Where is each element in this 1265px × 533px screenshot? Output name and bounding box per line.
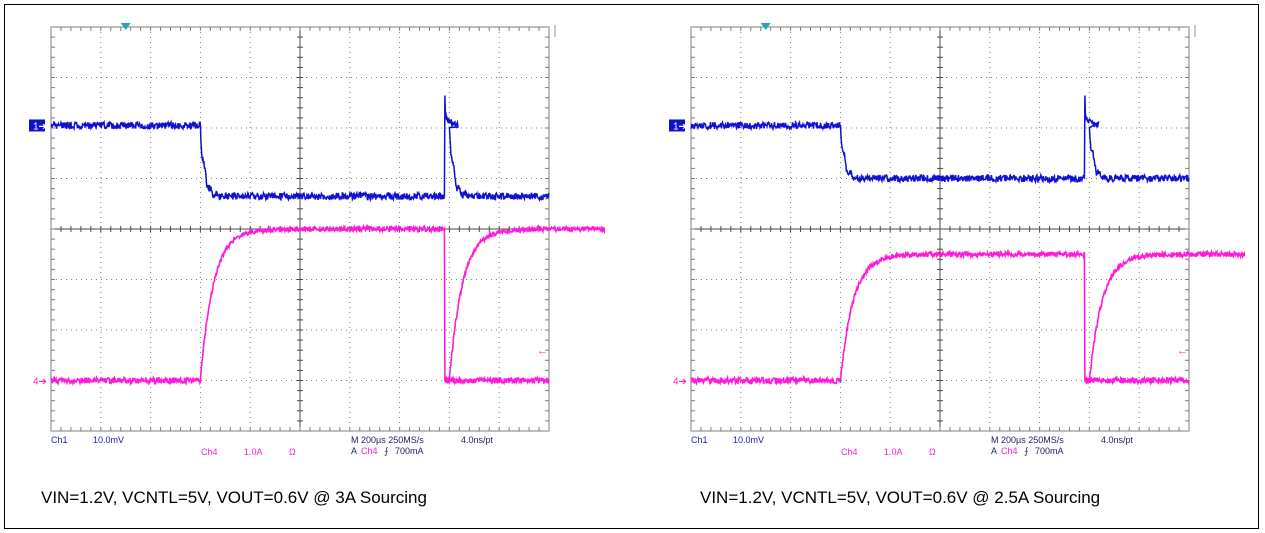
readout-ch4-label: Ch4 <box>841 447 858 457</box>
ch4-marker-label: 4➔ <box>33 377 47 388</box>
ch1-marker-box <box>29 119 45 132</box>
trigger-position-icon <box>120 23 131 30</box>
ch1-waveform <box>50 95 550 203</box>
ch1-marker-label: 1➔ <box>673 121 687 132</box>
readout-ch4-unit: Ω <box>289 447 296 457</box>
readout-ch1-scale: 10.0mV <box>733 435 764 445</box>
ch4-marker-label: 4➔ <box>673 377 687 388</box>
oscilloscope-plot-right: 1➔ 4➔ ← Ch1 10.0mV Ch4 1.0A Ω M 200µs 250MS/s 4.0… <box>669 23 1245 457</box>
readout-trigger-source: Ch4 <box>1001 446 1018 456</box>
ch1-marker-box <box>669 119 685 132</box>
caption-left: VIN=1.2V, VCNTL=5V, VOUT=0.6V @ 3A Sourc… <box>41 488 427 507</box>
readout-ch1-label: Ch1 <box>691 435 708 445</box>
trigger-level-icon: ← <box>1177 345 1188 357</box>
ch4-waveform-pulse-2 <box>444 224 605 386</box>
readout-ch1-label: Ch1 <box>51 435 68 445</box>
readout-ch4-label: Ch4 <box>201 447 218 457</box>
trigger-position-icon <box>760 23 771 30</box>
readout-ch4-scale: 1.0A <box>244 447 263 457</box>
readout-resolution: 4.0ns/pt <box>461 435 494 445</box>
ch1-waveform <box>690 95 1190 185</box>
readout-ch4-scale: 1.0A <box>884 447 903 457</box>
readout-trigger-source: Ch4 <box>361 446 378 456</box>
scope-panel-left: 1➔ 4➔ ← Ch1 10.0mV Ch4 1.0A Ω M 200µs 250MS/s 4.0… <box>5 5 605 530</box>
readout-ch1-scale: 10.0mV <box>93 435 124 445</box>
scope-panel-right: 1➔ 4➔ ← Ch1 10.0mV Ch4 1.0A Ω M 200µs 250MS/s 4.0… <box>645 5 1245 530</box>
readout-trigger-level: 700mA <box>395 446 424 456</box>
ch4-waveform <box>690 248 1190 387</box>
readout-trigger-level: 700mA <box>1035 446 1064 456</box>
readout-timebase: M 200µs 250MS/s <box>351 435 424 445</box>
readout-trigger-slope: ⨍ <box>384 446 389 456</box>
ch1-marker-label: 1➔ <box>33 121 47 132</box>
trigger-level-icon: ← <box>537 345 548 357</box>
readout-timebase: M 200µs 250MS/s <box>991 435 1064 445</box>
readout-trigger-prefix: A <box>991 446 997 456</box>
oscilloscope-plot-left: 1➔ 4➔ ← Ch1 10.0mV Ch4 1.0A Ω M 200µs 250MS/s 4.0… <box>29 23 605 457</box>
figure-frame: 1➔ 4➔ ← Ch1 10.0mV Ch4 1.0A Ω M 200µs 250MS/s 4.0… <box>4 4 1259 529</box>
ch4-waveform-pulse-2 <box>1084 248 1245 383</box>
ch4-waveform <box>50 223 550 387</box>
readout-trigger-prefix: A <box>351 446 357 456</box>
readout-ch4-unit: Ω <box>929 447 936 457</box>
readout-trigger-slope: ⨍ <box>1024 446 1029 456</box>
readout-resolution: 4.0ns/pt <box>1101 435 1134 445</box>
caption-right: VIN=1.2V, VCNTL=5V, VOUT=0.6V @ 2.5A Sou… <box>700 488 1101 507</box>
